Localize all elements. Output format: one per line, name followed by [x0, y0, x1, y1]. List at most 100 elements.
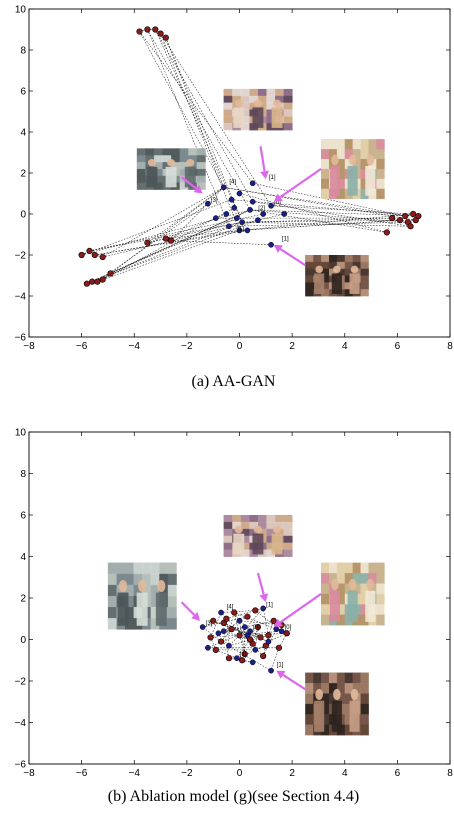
edge-line	[270, 647, 280, 671]
arrow-head	[276, 670, 286, 679]
thumbnail-cell	[376, 158, 385, 170]
thumbnail-cell	[336, 261, 346, 270]
thumbnail-cell	[232, 88, 242, 97]
edge-line	[155, 29, 243, 223]
thumbnail-cell	[376, 562, 385, 574]
thumbnail-cell	[171, 148, 181, 156]
edge-line	[236, 645, 266, 659]
edge-line	[102, 187, 224, 258]
thumbnail-cell	[153, 182, 164, 190]
thumbnail-cell	[376, 583, 385, 595]
edge-line	[242, 221, 411, 227]
thumbnail-cell	[313, 672, 322, 684]
figure-body	[165, 166, 177, 188]
thumbnail-celebration-group	[223, 88, 293, 131]
thumbnail-cell	[125, 618, 135, 630]
edge-line	[139, 31, 224, 188]
arrow-head	[273, 618, 283, 628]
thumbnail-cell	[376, 604, 385, 616]
thumbnail-cell	[240, 116, 250, 124]
thumbnail-cell	[336, 693, 346, 705]
thumbnail-cell	[360, 604, 369, 616]
y-tick-label: 6	[20, 87, 26, 98]
thumbnail-cell	[321, 188, 330, 200]
arrow-line	[282, 674, 306, 691]
thumbnail-cell	[352, 573, 362, 584]
red-point	[91, 251, 98, 259]
y-tick-label: 2	[20, 169, 26, 180]
thumbnail-cell	[223, 521, 233, 530]
thumbnail-screaming-group	[305, 255, 369, 297]
thumbnail-cell	[360, 593, 369, 605]
figure-body	[314, 700, 325, 732]
chart-a: −8 −6 −4 −2 0 2 4 6 8−6−4−20246810[3][4][1][0][1…	[15, 5, 454, 391]
figure-body	[252, 107, 264, 128]
arrow-line	[180, 601, 196, 616]
thumbnail-cell	[162, 162, 172, 170]
red-point	[262, 642, 269, 649]
thumbnail-cell	[321, 573, 330, 584]
thumbnail-cell	[283, 88, 293, 97]
thumbnail-cell	[336, 188, 346, 200]
thumbnail-cell	[305, 724, 314, 736]
thumbnail-cell	[223, 109, 233, 117]
edge-line	[97, 230, 240, 282]
thumbnail-cell	[116, 573, 126, 586]
arrow-line	[279, 167, 322, 199]
thumbnail-cell	[150, 618, 160, 630]
thumbnail-cell	[223, 88, 233, 97]
figure-head	[166, 159, 176, 167]
thumbnail-cell	[336, 255, 346, 263]
edge-line	[215, 649, 237, 659]
blue-point	[212, 215, 219, 221]
blue-point	[260, 605, 267, 612]
edge-line	[242, 217, 393, 223]
arrow-head	[193, 185, 203, 194]
thumbnail-cell	[352, 562, 362, 574]
thumbnail-cell	[125, 584, 135, 597]
point-label: [1]	[277, 663, 284, 669]
thumbnail-cell	[305, 289, 314, 297]
thumbnail-cell	[162, 155, 172, 163]
blue-point	[215, 630, 222, 637]
y-tick-label: 4	[20, 128, 26, 139]
thumbnail-cell	[336, 614, 346, 626]
y-tick-label: 0	[20, 635, 26, 646]
thumbnail-cell	[171, 162, 181, 170]
thumbnail-two-women-room	[321, 562, 385, 626]
red-point	[210, 617, 217, 624]
thumbnail-cell	[136, 168, 146, 177]
thumbnail-cell	[352, 268, 362, 276]
y-tick-label: 6	[20, 511, 26, 522]
blue-point	[281, 211, 288, 217]
blue-point	[247, 207, 253, 213]
blue-point	[249, 659, 256, 666]
edge-line	[226, 608, 264, 620]
thumbnail-cell	[179, 162, 189, 170]
thumbnail-cell	[283, 116, 293, 124]
thumbnail-cell	[352, 683, 362, 694]
thumbnail-cell	[328, 672, 338, 684]
thumbnail-cell	[150, 562, 160, 575]
edge-line	[110, 217, 237, 274]
point-label: [1]	[282, 237, 289, 243]
red-point	[257, 634, 264, 641]
x-tick-label: 4	[342, 768, 348, 779]
thumbnail-cell	[321, 604, 330, 616]
figure-head	[315, 265, 323, 274]
thumbnail-cell	[344, 255, 354, 263]
thumbnail-cell	[344, 724, 354, 736]
thumbnail-cell	[196, 168, 206, 177]
thumbnail-cell	[321, 714, 330, 726]
thumbnail-cell	[249, 521, 259, 530]
edge-line	[102, 187, 224, 280]
red-point	[89, 278, 96, 285]
thumbnail-cell	[336, 583, 346, 595]
thumbnail-cell	[240, 535, 250, 544]
y-tick-label: −6	[15, 333, 27, 344]
thumbnail-cell	[336, 168, 346, 180]
edge-line	[242, 219, 416, 223]
y-tick-label: 8	[20, 46, 26, 57]
thumbnail-cell	[328, 683, 338, 694]
